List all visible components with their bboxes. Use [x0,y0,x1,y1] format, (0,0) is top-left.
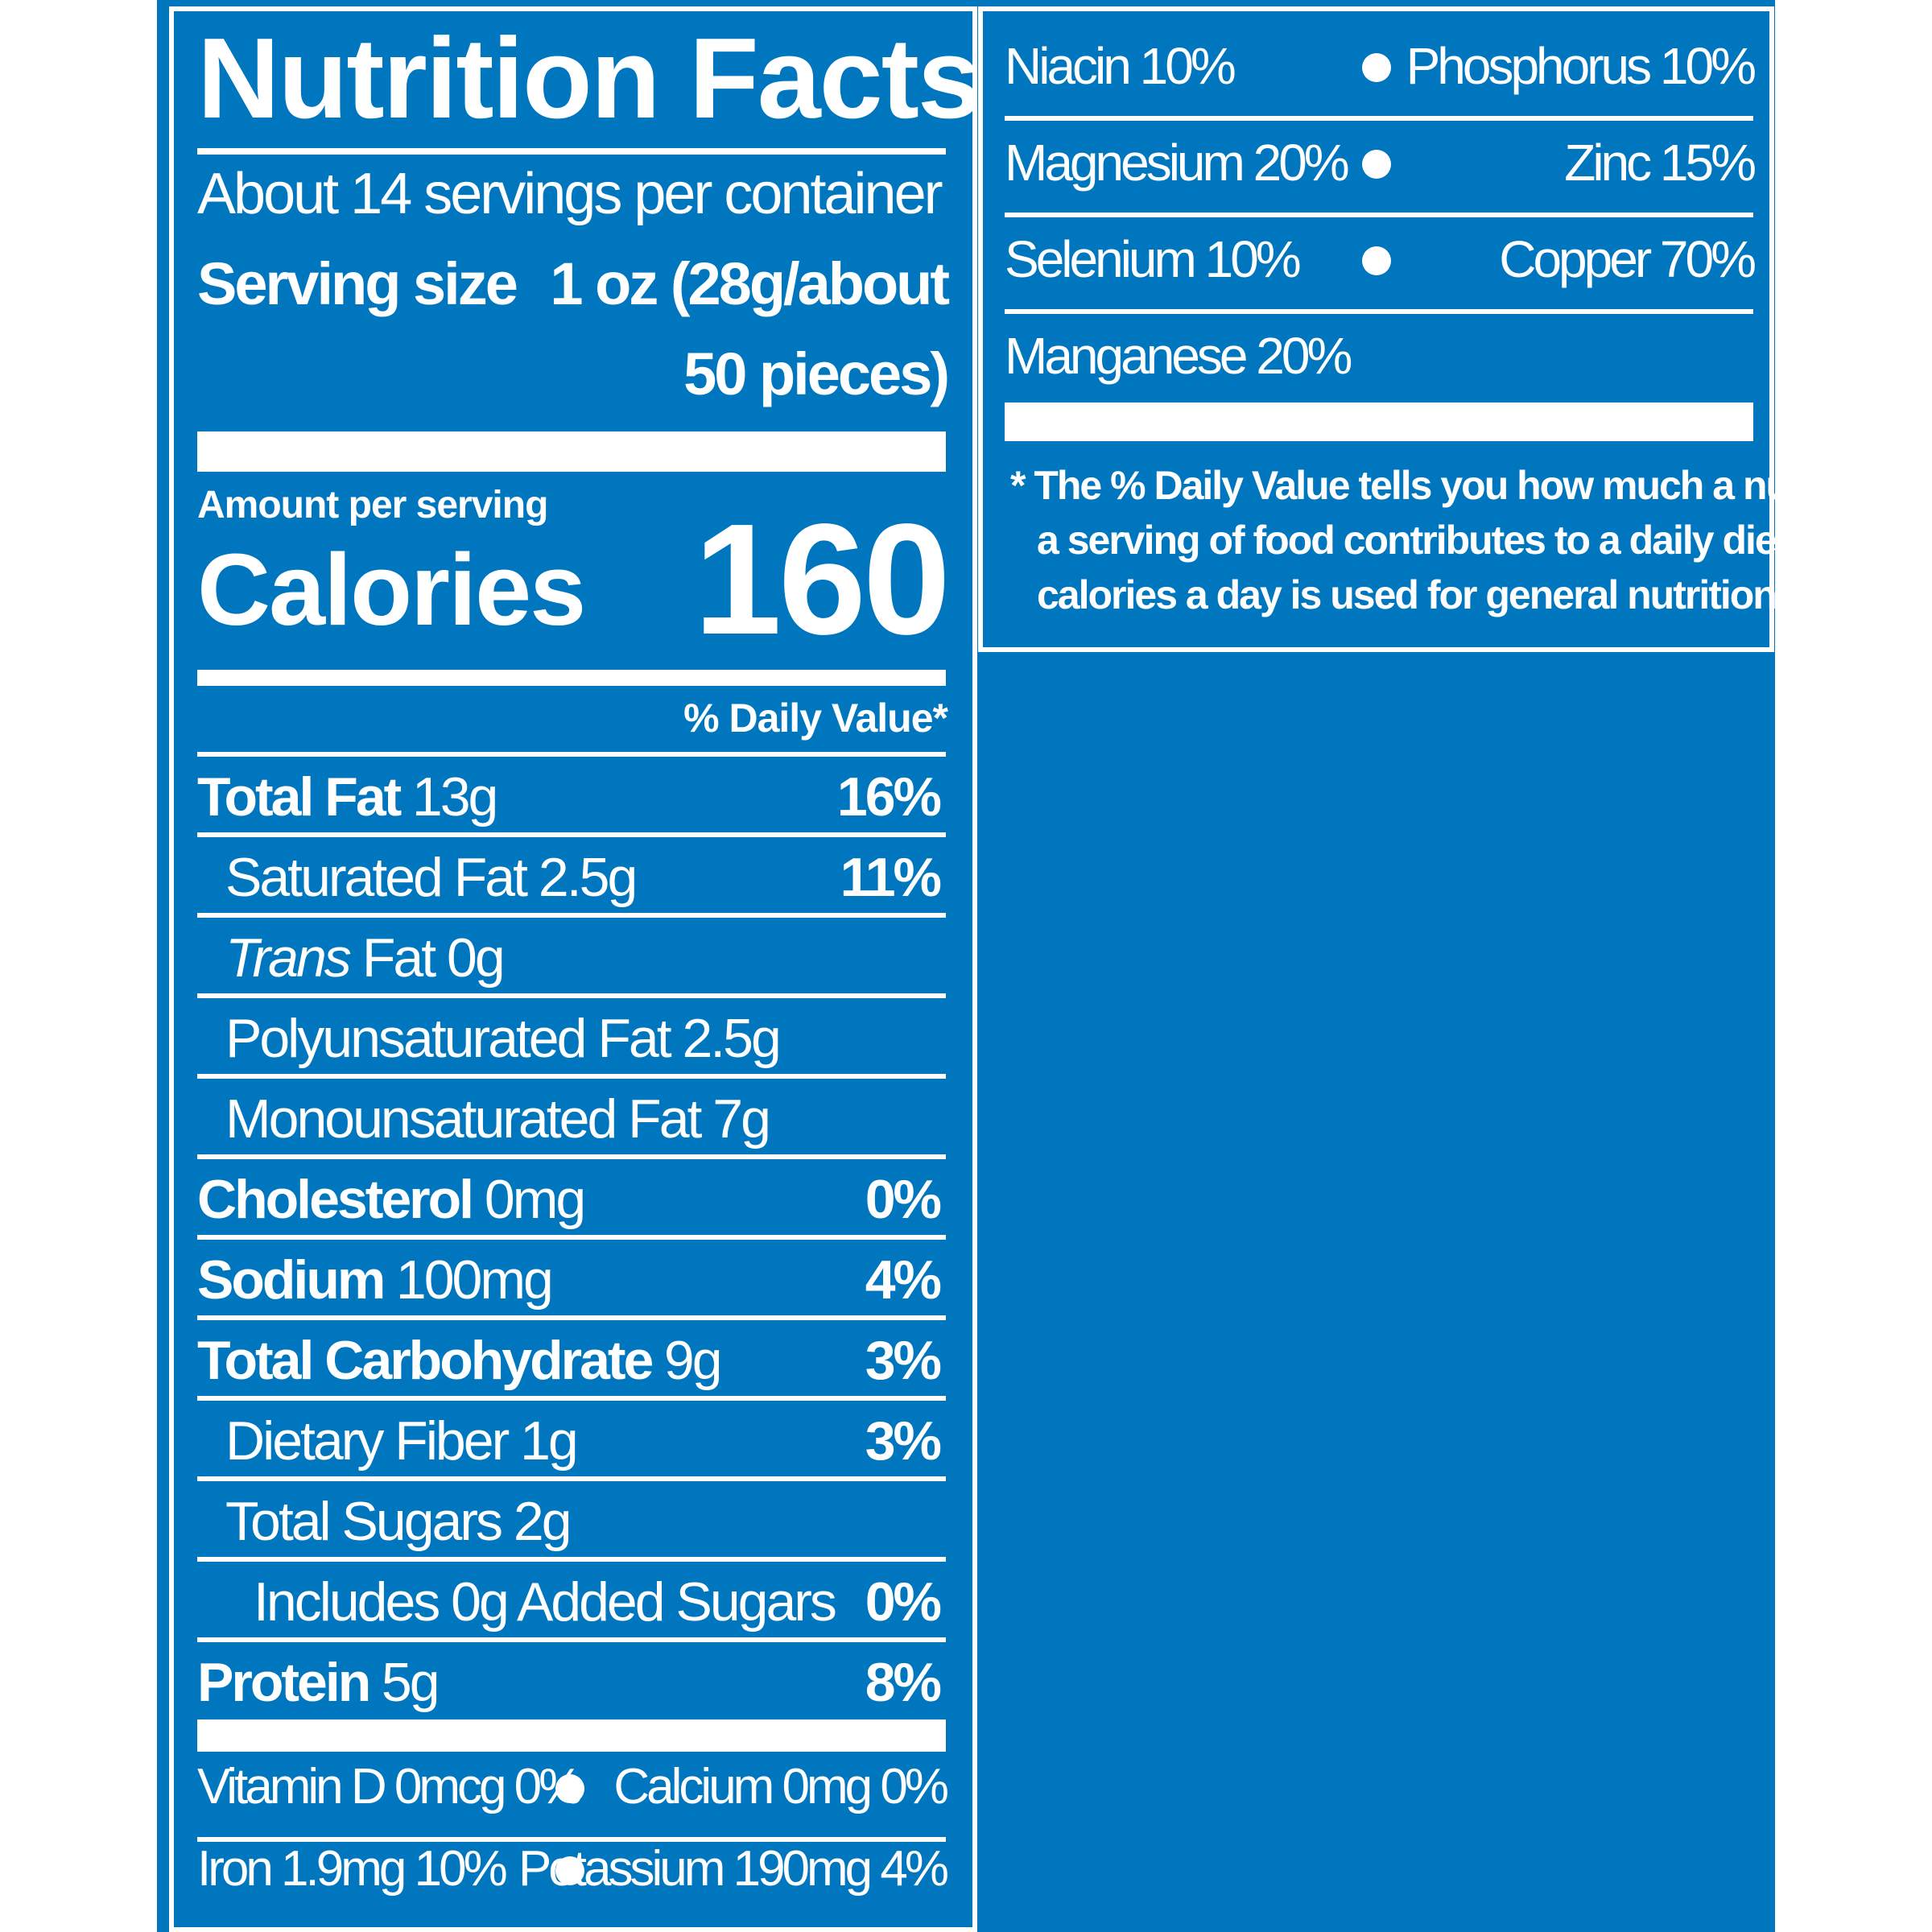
vitamin-divider [1005,213,1753,217]
nutrient-amount: Fat 0g [349,927,506,989]
nutrient-row: Cholesterol 0mg 0% [197,1159,946,1240]
nutrient-name: Includes 0g Added Sugars [254,1571,837,1633]
nutrient-daily-value: 0% [865,1571,942,1633]
nutrient-row: Monounsaturated Fat 7g [197,1079,946,1159]
vitamin-left-text: Niacin 10% [1005,37,1236,95]
nutrient-name: Sodium [197,1249,386,1311]
nutrient-name: Cholesterol [197,1169,474,1230]
vitamin-left-text: Selenium 10% [1005,230,1302,288]
nutrient-daily-value: 0% [865,1169,942,1230]
vitamin-right-text: Calcium 0mg 0% [613,1759,949,1814]
calories-rule [197,670,946,686]
calories-label: Calories [197,533,586,646]
vitamin-right-text: Copper 70% [1499,230,1757,288]
dv-rule [197,752,946,757]
nutrition-facts-main-box [169,6,977,1932]
nutrient-row: Trans Fat 0g [197,918,946,998]
nutrient-row: Total Carbohydrate 9g 3% [197,1320,946,1401]
nutrient-name: Trans [225,927,352,989]
footnote-line-2: a serving of food contributes to a daily… [1037,518,1901,563]
label-background [157,0,1775,1932]
nutrient-row: Saturated Fat 2.5g 11% [197,837,946,918]
vitamin-left-text: Manganese 20% [1005,327,1352,385]
nutrient-divider [197,1074,946,1079]
nutrient-name: Total Sugars 2g [225,1491,572,1552]
nutrient-row: Sodium 100mg 4% [197,1240,946,1320]
nutrient-amount: 5g [369,1652,440,1713]
nutrient-amount: 13g [399,766,498,828]
bullet-dot-icon [1362,246,1391,275]
nutrient-name: Monounsaturated Fat 7g [225,1088,771,1150]
vitamin-divider [1005,116,1753,121]
calories-value: 160 [693,491,951,667]
nutrient-divider [197,1235,946,1240]
label-title: Nutrition Facts [197,14,981,142]
nutrient-row: Polyunsaturated Fat 2.5g [197,998,946,1079]
nutrient-daily-value: 8% [865,1652,942,1713]
bullet-dot-icon [1362,150,1391,179]
nutrient-name: Total Carbohydrate [197,1330,654,1391]
nutrition-facts-secondary-box [978,6,1774,652]
footnote-line-3: calories a day is used for general nutri… [1037,572,1912,617]
nutrient-divider [197,832,946,837]
nutrient-divider [197,1557,946,1562]
nutrient-name: Polyunsaturated Fat 2.5g [225,1008,782,1069]
nutrient-name: Saturated Fat 2.5g [225,847,638,908]
nutrient-daily-value: 3% [865,1410,942,1472]
vitamin-left-text: Magnesium 20% [1005,134,1350,192]
nutrient-divider [197,1315,946,1320]
nutrient-divider [197,1396,946,1401]
thick-rule-bottom [197,1719,946,1752]
servings-per-container: About 14 servings per container [197,162,943,226]
vitamin-left-text: Iron 1.9mg 10% [197,1841,508,1897]
serving-size-value-line2: 50 pieces) [683,341,950,407]
nutrient-name: Protein [197,1652,371,1713]
nutrient-daily-value: 3% [865,1330,942,1391]
title-rule [197,148,946,155]
nutrient-divider [197,913,946,918]
nutrient-divider [197,993,946,998]
footnote-line-1: * The % Daily Value tells you how much a… [1010,463,1923,508]
vitamin-right-text: Potassium 190mg 4% [518,1841,949,1897]
bullet-dot-icon [1362,53,1391,82]
nutrient-row: Dietary Fiber 1g 3% [197,1401,946,1481]
nutrient-name: Dietary Fiber 1g [225,1410,579,1472]
serving-size-label: Serving size [197,250,518,317]
nutrient-divider [197,1637,946,1642]
amount-per-serving: Amount per serving [197,484,548,526]
bullet-dot-icon [555,1774,584,1803]
vitamin-divider [197,1837,946,1842]
vitamin-divider [1005,309,1753,314]
serving-size-value-line1: 1 oz (28g/about [550,250,950,317]
nutrient-divider [197,1476,946,1481]
nutrient-amount: 100mg [383,1249,554,1311]
nutrient-amount: 9g [651,1330,723,1391]
bullet-dot-icon [555,1856,584,1885]
nutrient-row: Includes 0g Added Sugars 0% [197,1562,946,1642]
nutrient-daily-value: 4% [865,1249,942,1311]
vitamin-left-text: Vitamin D 0mcg 0% [197,1759,583,1814]
vitamin-right-text: Phosphorus 10% [1406,37,1757,95]
vitamin-right-text: Zinc 15% [1564,134,1757,192]
thick-rule-top [197,431,946,472]
nutrient-daily-value: 11% [840,847,942,908]
nutrient-name: Total Fat [197,766,402,828]
nutrient-row: Total Fat 13g 16% [197,757,946,837]
right-thick-rule [1005,402,1753,441]
nutrient-divider [197,1154,946,1159]
nutrient-daily-value: 16% [836,766,942,828]
daily-value-header: % Daily Value* [683,696,948,741]
nutrient-row: Protein 5g 8% [197,1642,946,1723]
nutrient-amount: 0mg [472,1169,586,1230]
nutrient-row: Total Sugars 2g [197,1481,946,1562]
